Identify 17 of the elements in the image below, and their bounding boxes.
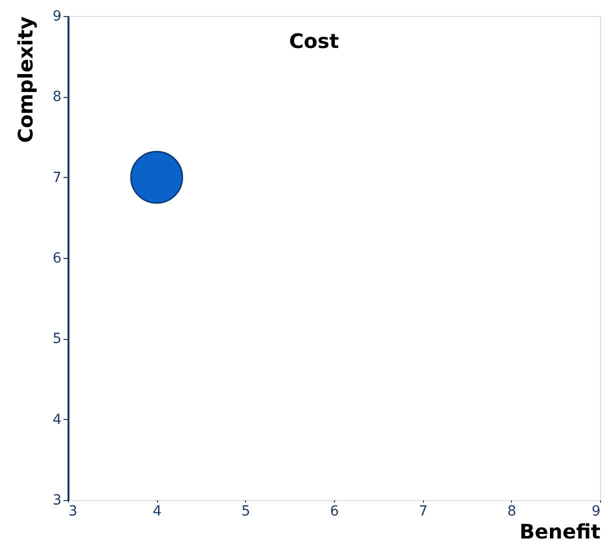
y-tick-label: 3	[52, 492, 62, 508]
y-tick-label: 8	[52, 89, 62, 106]
x-axis-title: Benefit	[520, 520, 601, 544]
y-tick-label: 5	[52, 331, 62, 348]
x-tick-label: 8	[507, 504, 516, 520]
y-tick-label: 7	[52, 170, 62, 186]
x-tick-label: 4	[152, 504, 162, 520]
y-axis-title: Complexity	[14, 16, 38, 143]
y-tick-label: 4	[52, 412, 62, 428]
x-tick-label: 7	[418, 504, 428, 520]
x-tick-label: 5	[241, 504, 250, 520]
y-tick-label: 6	[52, 250, 62, 266]
y-tick-label: 9	[52, 8, 62, 24]
x-tick-label: 6	[330, 504, 340, 520]
x-tick-label: 3	[68, 504, 78, 520]
text: Cost	[289, 29, 340, 53]
x-tick-label: 9	[592, 504, 600, 520]
